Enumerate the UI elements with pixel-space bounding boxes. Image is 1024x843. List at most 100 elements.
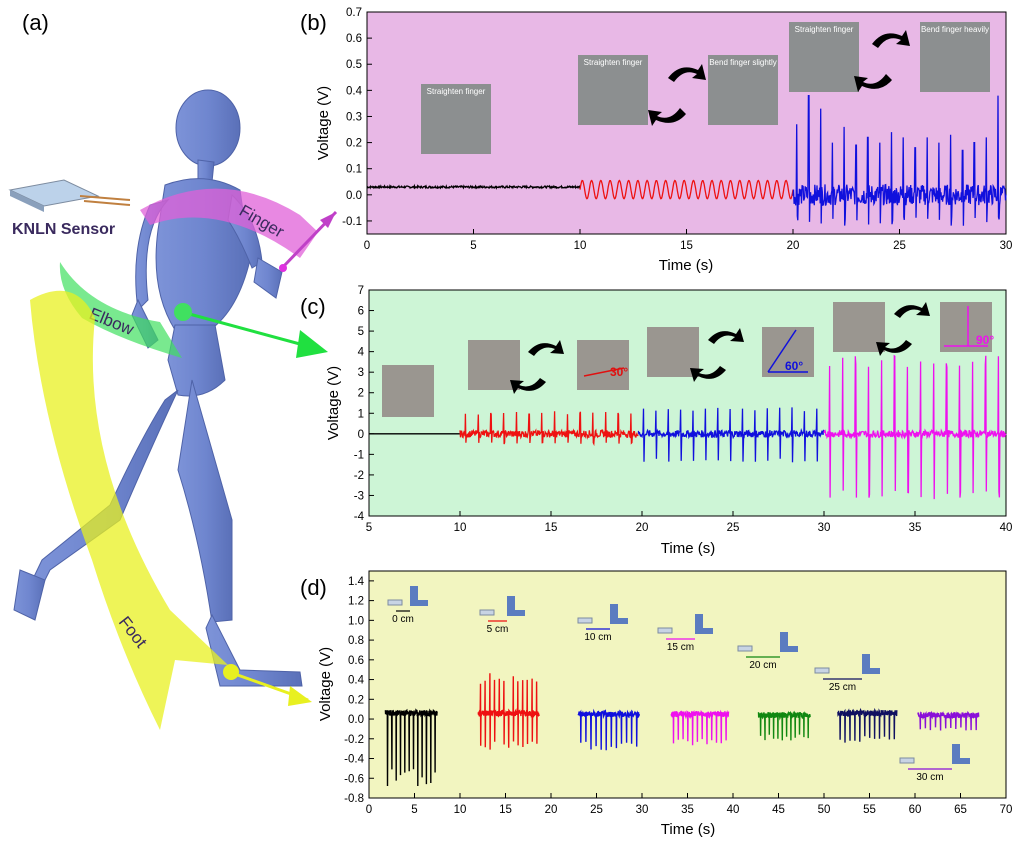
panel-b-x-tick-label: 0 xyxy=(364,240,370,252)
panel-b-series-blue xyxy=(792,94,1007,226)
panel-b-x-tick-label: 20 xyxy=(787,240,800,252)
panel-d-y-tick-label: 1.2 xyxy=(348,596,364,608)
panel-c-x-tick-label: 35 xyxy=(909,522,922,534)
panel-c-y-axis-title: Voltage (V) xyxy=(325,366,342,440)
panel-d-series-0-cm xyxy=(384,708,438,787)
panel-b-y-tick-label: 0.4 xyxy=(346,85,363,97)
distance-label: 20 cm xyxy=(749,660,776,671)
sensor-mini-icon xyxy=(657,627,673,634)
cycle-arrow-icon xyxy=(876,340,912,356)
panel-b-chart: (b) 0 5 10 15 20 25 30 -0.1 0.0 0.1 0.2 0.3 0.4 0.5 0.… xyxy=(300,7,1012,274)
panel-d-x-tick-label: 55 xyxy=(863,804,876,816)
foot-mini-icon xyxy=(410,586,428,606)
panel-b-series-black xyxy=(366,183,581,190)
panel-c-x-tick-label: 30 xyxy=(818,522,831,534)
panel-c-y-tick-label: -1 xyxy=(354,449,364,461)
panel-d-x-tick-label: 25 xyxy=(590,804,603,816)
photo-arm-straight-4 xyxy=(833,302,885,352)
panel-b-x-tick-label: 25 xyxy=(893,240,906,252)
photo-caption-5: Bend finger heavily xyxy=(921,25,989,34)
sensor-mini-icon xyxy=(737,645,753,652)
panel-c-x-tick-label: 40 xyxy=(1000,522,1013,534)
panel-d-series-10-cm xyxy=(577,708,640,751)
panel-c-plot-area xyxy=(368,289,1007,517)
panel-b-series-red xyxy=(579,179,794,200)
foot-mini-icon xyxy=(507,596,525,616)
panel-d-series-25-cm xyxy=(837,707,898,743)
photo-arm-bent-90 xyxy=(940,302,992,352)
panel-c-y-tick-label: 4 xyxy=(358,347,365,359)
cycle-arrow-icon xyxy=(872,30,910,48)
photo-straighten-finger-1 xyxy=(421,84,491,154)
knln-sensor-label: KNLN Sensor xyxy=(12,221,115,238)
panel-c-series-red xyxy=(459,411,639,447)
sensor-mini-icon xyxy=(479,609,495,616)
panel-b-y-tick-label: 0.1 xyxy=(346,164,362,176)
panel-c-y-tick-label: 0 xyxy=(358,429,364,441)
panel-c-x-axis-title: Time (s) xyxy=(661,540,715,557)
panel-d-series-30-cm xyxy=(917,710,980,731)
knln-sensor-icon xyxy=(8,179,131,212)
photo-bend-finger-slightly xyxy=(708,55,778,125)
panel-b-x-axis-title: Time (s) xyxy=(659,257,713,274)
angle-label-60: 60° xyxy=(785,359,803,373)
sensor-mini-icon xyxy=(577,617,593,624)
panel-b-y-tick-label: 0.7 xyxy=(346,7,362,19)
panel-b-y-tick-label: 0.5 xyxy=(346,59,362,71)
panel-d-x-tick-label: 50 xyxy=(818,804,831,816)
photo-caption-3: Bend finger slightly xyxy=(709,58,777,67)
foot-mini-icon xyxy=(610,604,628,624)
panel-c-y-tick-label: 6 xyxy=(358,306,364,318)
panel-c-y-tick-label: -3 xyxy=(354,490,364,502)
panel-c-y-tick-label: -4 xyxy=(354,511,365,523)
foot-mini-icon xyxy=(862,654,880,674)
distance-label: 5 cm xyxy=(487,624,509,635)
panel-d-label: (d) xyxy=(300,575,327,600)
panel-d-y-tick-label: 0.2 xyxy=(348,694,364,706)
panel-c-photo-insets: 30° 60° 90° xyxy=(382,302,994,417)
panel-d-x-tick-label: 45 xyxy=(772,804,785,816)
panel-d-series-15-cm xyxy=(670,709,730,746)
panel-d-x-tick-label: 70 xyxy=(1000,804,1013,816)
panel-d-y-tick-label: 1.0 xyxy=(348,615,364,627)
panel-d-y-tick-label: 0.6 xyxy=(348,655,364,667)
panel-c-series-magenta xyxy=(823,354,1007,500)
panel-b-y-tick-label: -0.1 xyxy=(342,216,362,228)
foot-mini-icon xyxy=(780,632,798,652)
panel-d-x-tick-label: 35 xyxy=(681,804,694,816)
photo-bend-finger-heavily xyxy=(920,22,990,92)
panel-d-series-5-cm xyxy=(477,673,540,750)
cycle-arrow-icon xyxy=(690,366,726,382)
panel-b-x-tick-label: 5 xyxy=(470,240,476,252)
panel-d-distance-insets: 0 cm 5 cm 10 cm 15 cm 20 cm 25 cm 30 cm xyxy=(387,586,970,783)
panel-d-chart: (d) 0 5 10 15 20 25 30 35 40 45 50 55 60 65 70 -0.8 -0.6… xyxy=(300,570,1013,838)
panel-d-x-axis-title: Time (s) xyxy=(661,821,715,838)
panel-d-x-tick-label: 30 xyxy=(636,804,649,816)
distance-label: 0 cm xyxy=(392,614,414,625)
panel-d-y-tick-label: 0.0 xyxy=(348,714,364,726)
panel-d-x-tick-label: 10 xyxy=(454,804,467,816)
panel-b-y-tick-label: 0.2 xyxy=(346,138,362,150)
panel-d-plot-area xyxy=(368,570,1007,799)
panel-a-illustration: (a) KNLN Sensor xyxy=(8,10,338,730)
distance-label: 25 cm xyxy=(829,682,856,693)
panel-c-x-tick-label: 20 xyxy=(636,522,649,534)
cycle-arrow-icon xyxy=(668,64,706,82)
photo-arm-bent-30 xyxy=(577,340,629,390)
sensor-mini-icon xyxy=(814,667,830,674)
panel-d-y-tick-label: 1.4 xyxy=(348,576,365,588)
cycle-arrow-icon xyxy=(510,378,546,394)
panel-d-y-tick-label: -0.8 xyxy=(344,793,364,805)
cycle-arrow-icon xyxy=(528,340,564,356)
panel-b-photo-insets: Straighten finger Straighten finger Bend… xyxy=(421,22,990,154)
panel-c-y-tick-label: 1 xyxy=(358,408,364,420)
panel-c-y-tick-label: 2 xyxy=(358,388,364,400)
panel-b-y-axis-title: Voltage (V) xyxy=(315,86,332,160)
panel-c-x-tick-label: 15 xyxy=(545,522,558,534)
panel-d-x-tick-label: 60 xyxy=(909,804,922,816)
panel-c-y-tick-label: 5 xyxy=(358,326,364,338)
cycle-arrow-icon xyxy=(854,74,892,92)
distance-label: 15 cm xyxy=(667,642,694,653)
panel-d-x-tick-label: 40 xyxy=(727,804,740,816)
